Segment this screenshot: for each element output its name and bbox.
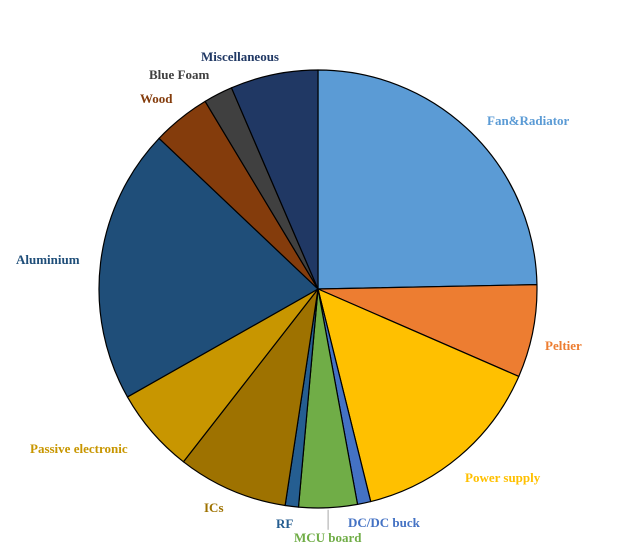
pie-slice-aluminium [98, 137, 319, 398]
slice-label-blue-foam: Blue Foam [149, 67, 209, 82]
pie-slice-fan-radiator [317, 69, 538, 290]
slice-label-wood: Wood [140, 91, 173, 106]
slice-label-ics: ICs [204, 500, 224, 515]
slice-label-rf: RF [276, 516, 293, 531]
pie-slice-power-supply [317, 288, 520, 503]
pie-slice-miscellaneous [230, 69, 319, 290]
slice-labels: Fan&Radiator Peltier Power supply DC/DC … [16, 49, 582, 545]
slice-label-fan-radiator: Fan&Radiator [487, 113, 570, 128]
slice-label-peltier: Peltier [545, 338, 582, 353]
pie-slice-ics [182, 288, 319, 507]
slice-label-aluminium: Aluminium [16, 252, 80, 267]
slice-label-mcu-board: MCU board [294, 530, 362, 545]
slice-label-miscellaneous: Miscellaneous [201, 49, 279, 64]
slice-label-power-supply: Power supply [465, 470, 541, 485]
slice-label-dc-dc-buck: DC/DC buck [348, 515, 421, 530]
slice-label-passive-electronic: Passive electronic [30, 441, 128, 456]
pie-slices [98, 69, 538, 509]
